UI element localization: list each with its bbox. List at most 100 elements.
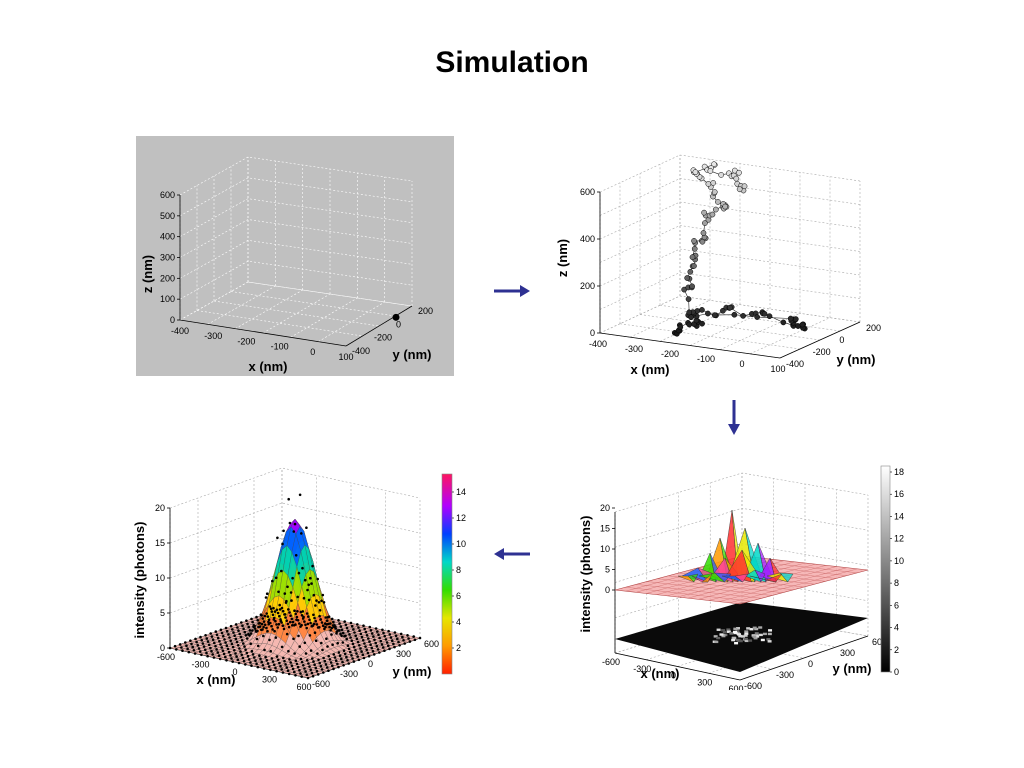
data-point <box>214 644 217 648</box>
data-point <box>377 633 380 637</box>
data-point <box>298 669 301 672</box>
data-point <box>242 659 246 663</box>
data-point <box>367 654 371 658</box>
data-point <box>239 650 242 653</box>
trajectory-point <box>689 283 695 290</box>
photon-histogram-surface <box>677 509 794 583</box>
data-point <box>247 658 251 661</box>
detector-pixel <box>743 637 748 641</box>
data-point <box>216 651 220 654</box>
y-axis-line <box>345 305 413 347</box>
data-point <box>242 642 245 645</box>
data-point <box>296 665 300 669</box>
detector-pixel <box>716 636 721 640</box>
data-point <box>399 632 403 636</box>
x-tick-label: 0 <box>310 347 315 357</box>
data-point <box>321 593 325 597</box>
data-point <box>298 645 301 648</box>
data-point <box>337 619 340 622</box>
data-point <box>347 647 351 651</box>
data-point <box>379 639 383 643</box>
y-tick-label: 0 <box>368 659 373 669</box>
wall-grid-line <box>179 240 413 279</box>
data-point <box>260 614 263 617</box>
wall-grid-line <box>599 178 861 216</box>
wall-grid-line <box>599 272 861 310</box>
data-point <box>270 624 273 628</box>
data-point <box>314 639 318 642</box>
data-point <box>301 617 305 620</box>
data-point <box>237 629 240 632</box>
data-point <box>209 632 212 635</box>
data-point <box>351 657 354 660</box>
z-axis-ticks: 0 5 10 15 20 <box>600 503 615 595</box>
z-tick-label: 0 <box>590 328 595 338</box>
data-point <box>375 644 379 648</box>
data-point <box>402 639 405 642</box>
data-point <box>273 629 276 633</box>
detector-pixel <box>754 632 759 635</box>
data-point <box>291 667 295 671</box>
data-point <box>334 659 338 662</box>
data-point <box>283 613 286 616</box>
data-point <box>281 624 285 627</box>
data-point <box>313 663 316 667</box>
data-point <box>378 651 381 654</box>
x-tick-label: 0 <box>671 671 676 681</box>
detector-pixel <box>753 637 758 640</box>
data-point <box>268 638 271 642</box>
z-axis-label: intensity (photons) <box>578 516 593 633</box>
data-point <box>255 637 259 641</box>
z-axis-ticks: 0 100 200 300 400 500 600 <box>160 190 180 325</box>
data-point <box>286 585 289 589</box>
data-point <box>294 612 297 616</box>
x-tick-label: 300 <box>697 677 712 687</box>
data-point <box>369 643 372 647</box>
plot-background <box>136 136 454 376</box>
z-tick-label: 300 <box>160 253 175 263</box>
data-point <box>381 646 385 649</box>
data-point <box>274 636 278 639</box>
data-point <box>305 673 309 677</box>
data-point <box>294 554 298 557</box>
data-point <box>266 662 270 665</box>
x-tick-label: -200 <box>661 349 679 359</box>
data-point <box>217 654 221 657</box>
data-point <box>265 659 269 662</box>
data-point <box>238 632 241 636</box>
y-axis-line <box>779 321 861 359</box>
trajectory-point <box>701 209 707 216</box>
data-point <box>353 631 356 634</box>
data-point <box>298 493 302 497</box>
data-point <box>308 665 311 668</box>
data-point <box>362 656 366 660</box>
colorbar-tick-label: 4 <box>894 623 899 633</box>
data-point <box>376 648 380 651</box>
wall-grid-line <box>169 572 421 614</box>
data-point <box>340 628 344 632</box>
data-point <box>327 622 330 626</box>
y-axis-label: y (nm) <box>833 661 872 676</box>
detector-pixel <box>767 632 772 636</box>
trajectory-point <box>686 309 693 316</box>
data-point <box>330 617 334 621</box>
data-point <box>363 642 366 645</box>
data-point <box>380 643 384 646</box>
data-point <box>392 642 395 646</box>
data-point <box>330 633 333 636</box>
data-point <box>254 659 257 662</box>
z-tick-label: 15 <box>600 524 610 534</box>
x-tick-label: 0 <box>232 667 237 677</box>
colorbar-ticks: 2 4 6 8 10 12 14 <box>452 487 466 653</box>
trajectory-point <box>711 189 718 195</box>
data-point <box>332 620 335 624</box>
data-point <box>285 632 289 636</box>
colorbar-tick-label: 8 <box>894 578 899 588</box>
data-point <box>288 611 291 614</box>
data-point <box>349 650 352 654</box>
trajectory-point <box>691 245 698 252</box>
data-point <box>378 636 381 640</box>
floor-grid-line <box>749 317 831 355</box>
data-point <box>346 659 349 662</box>
data-point <box>346 644 350 647</box>
